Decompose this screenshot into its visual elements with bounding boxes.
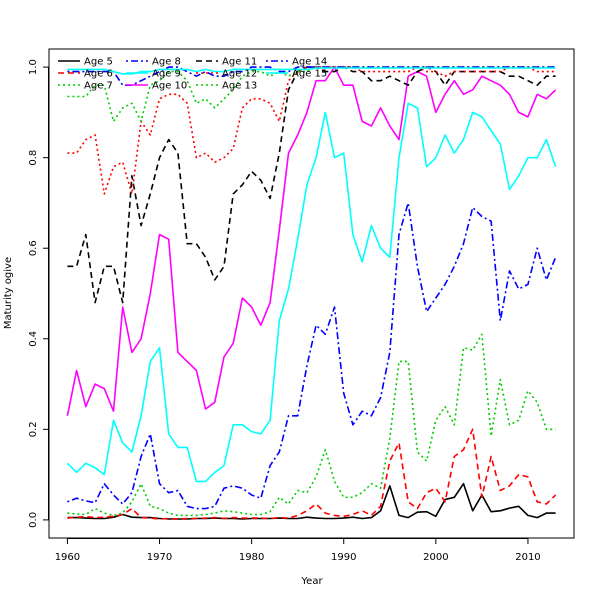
legend-label: Age 7	[84, 81, 113, 92]
x-tick-label: 2010	[515, 552, 540, 563]
series-line-age-14	[67, 66, 556, 86]
x-axis-label: Year	[300, 576, 323, 587]
x-tick-label: 1990	[331, 552, 356, 563]
legend-label: Age 14	[292, 57, 327, 68]
legend-label: Age 10	[152, 81, 187, 92]
legend-label: Age 11	[222, 57, 257, 68]
x-tick-label: 1980	[239, 552, 264, 563]
y-tick-label: 1.0	[28, 59, 39, 75]
x-tick-label: 2000	[423, 552, 448, 563]
legend-label: Age 5	[84, 57, 113, 68]
y-axis-label: Maturity ogive	[3, 257, 14, 329]
x-tick-label: 1970	[147, 552, 172, 563]
series-line-age-7	[67, 333, 556, 517]
series-line-age-8	[67, 202, 557, 510]
series-line-age-5	[67, 482, 556, 520]
series-line-age-9	[66, 102, 557, 483]
x-tick-label: 1960	[55, 552, 80, 563]
series-line-age-15	[67, 67, 556, 75]
series-line-age-10	[66, 66, 557, 416]
y-tick-label: 0.8	[28, 150, 39, 166]
series-line-age-6	[67, 428, 557, 520]
series-layer	[66, 66, 557, 520]
legend-label: Age 8	[152, 57, 181, 68]
legend-label: Age 15	[292, 69, 327, 80]
legend-label: Age 13	[222, 81, 257, 92]
y-tick-label: 0.2	[28, 421, 39, 437]
y-axis: 0.0 0.2 0.4 0.6 0.8 1.0	[28, 59, 49, 528]
y-tick-label: 0.0	[28, 512, 39, 528]
y-tick-label: 0.4	[28, 331, 39, 347]
legend-label: Age 12	[222, 69, 257, 80]
legend-label: Age 6	[84, 69, 113, 80]
series-line-age-12	[67, 66, 556, 195]
y-tick-label: 0.6	[28, 240, 39, 256]
x-axis: 1960 1970 1980 1990 2000 2010	[55, 538, 541, 563]
legend-label: Age 9	[152, 69, 181, 80]
